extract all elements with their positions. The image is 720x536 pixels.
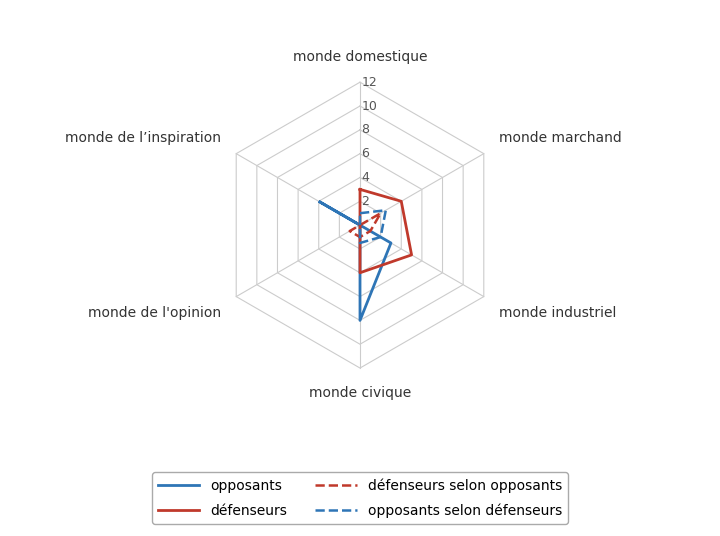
Text: monde domestique: monde domestique [293,50,427,64]
Text: 6: 6 [361,147,369,160]
Legend: opposants, défenseurs, défenseurs selon opposants, opposants selon défenseurs: opposants, défenseurs, défenseurs selon … [152,472,568,524]
Text: 4: 4 [361,171,369,184]
Text: monde marchand: monde marchand [499,131,622,145]
Text: monde industriel: monde industriel [499,306,616,319]
Text: 10: 10 [361,100,377,113]
Text: monde de l’inspiration: monde de l’inspiration [65,131,221,145]
Text: monde de l'opinion: monde de l'opinion [88,306,221,319]
Text: 8: 8 [361,123,369,136]
Text: 12: 12 [361,76,377,88]
Text: monde civique: monde civique [309,386,411,400]
Text: 2: 2 [361,195,369,208]
